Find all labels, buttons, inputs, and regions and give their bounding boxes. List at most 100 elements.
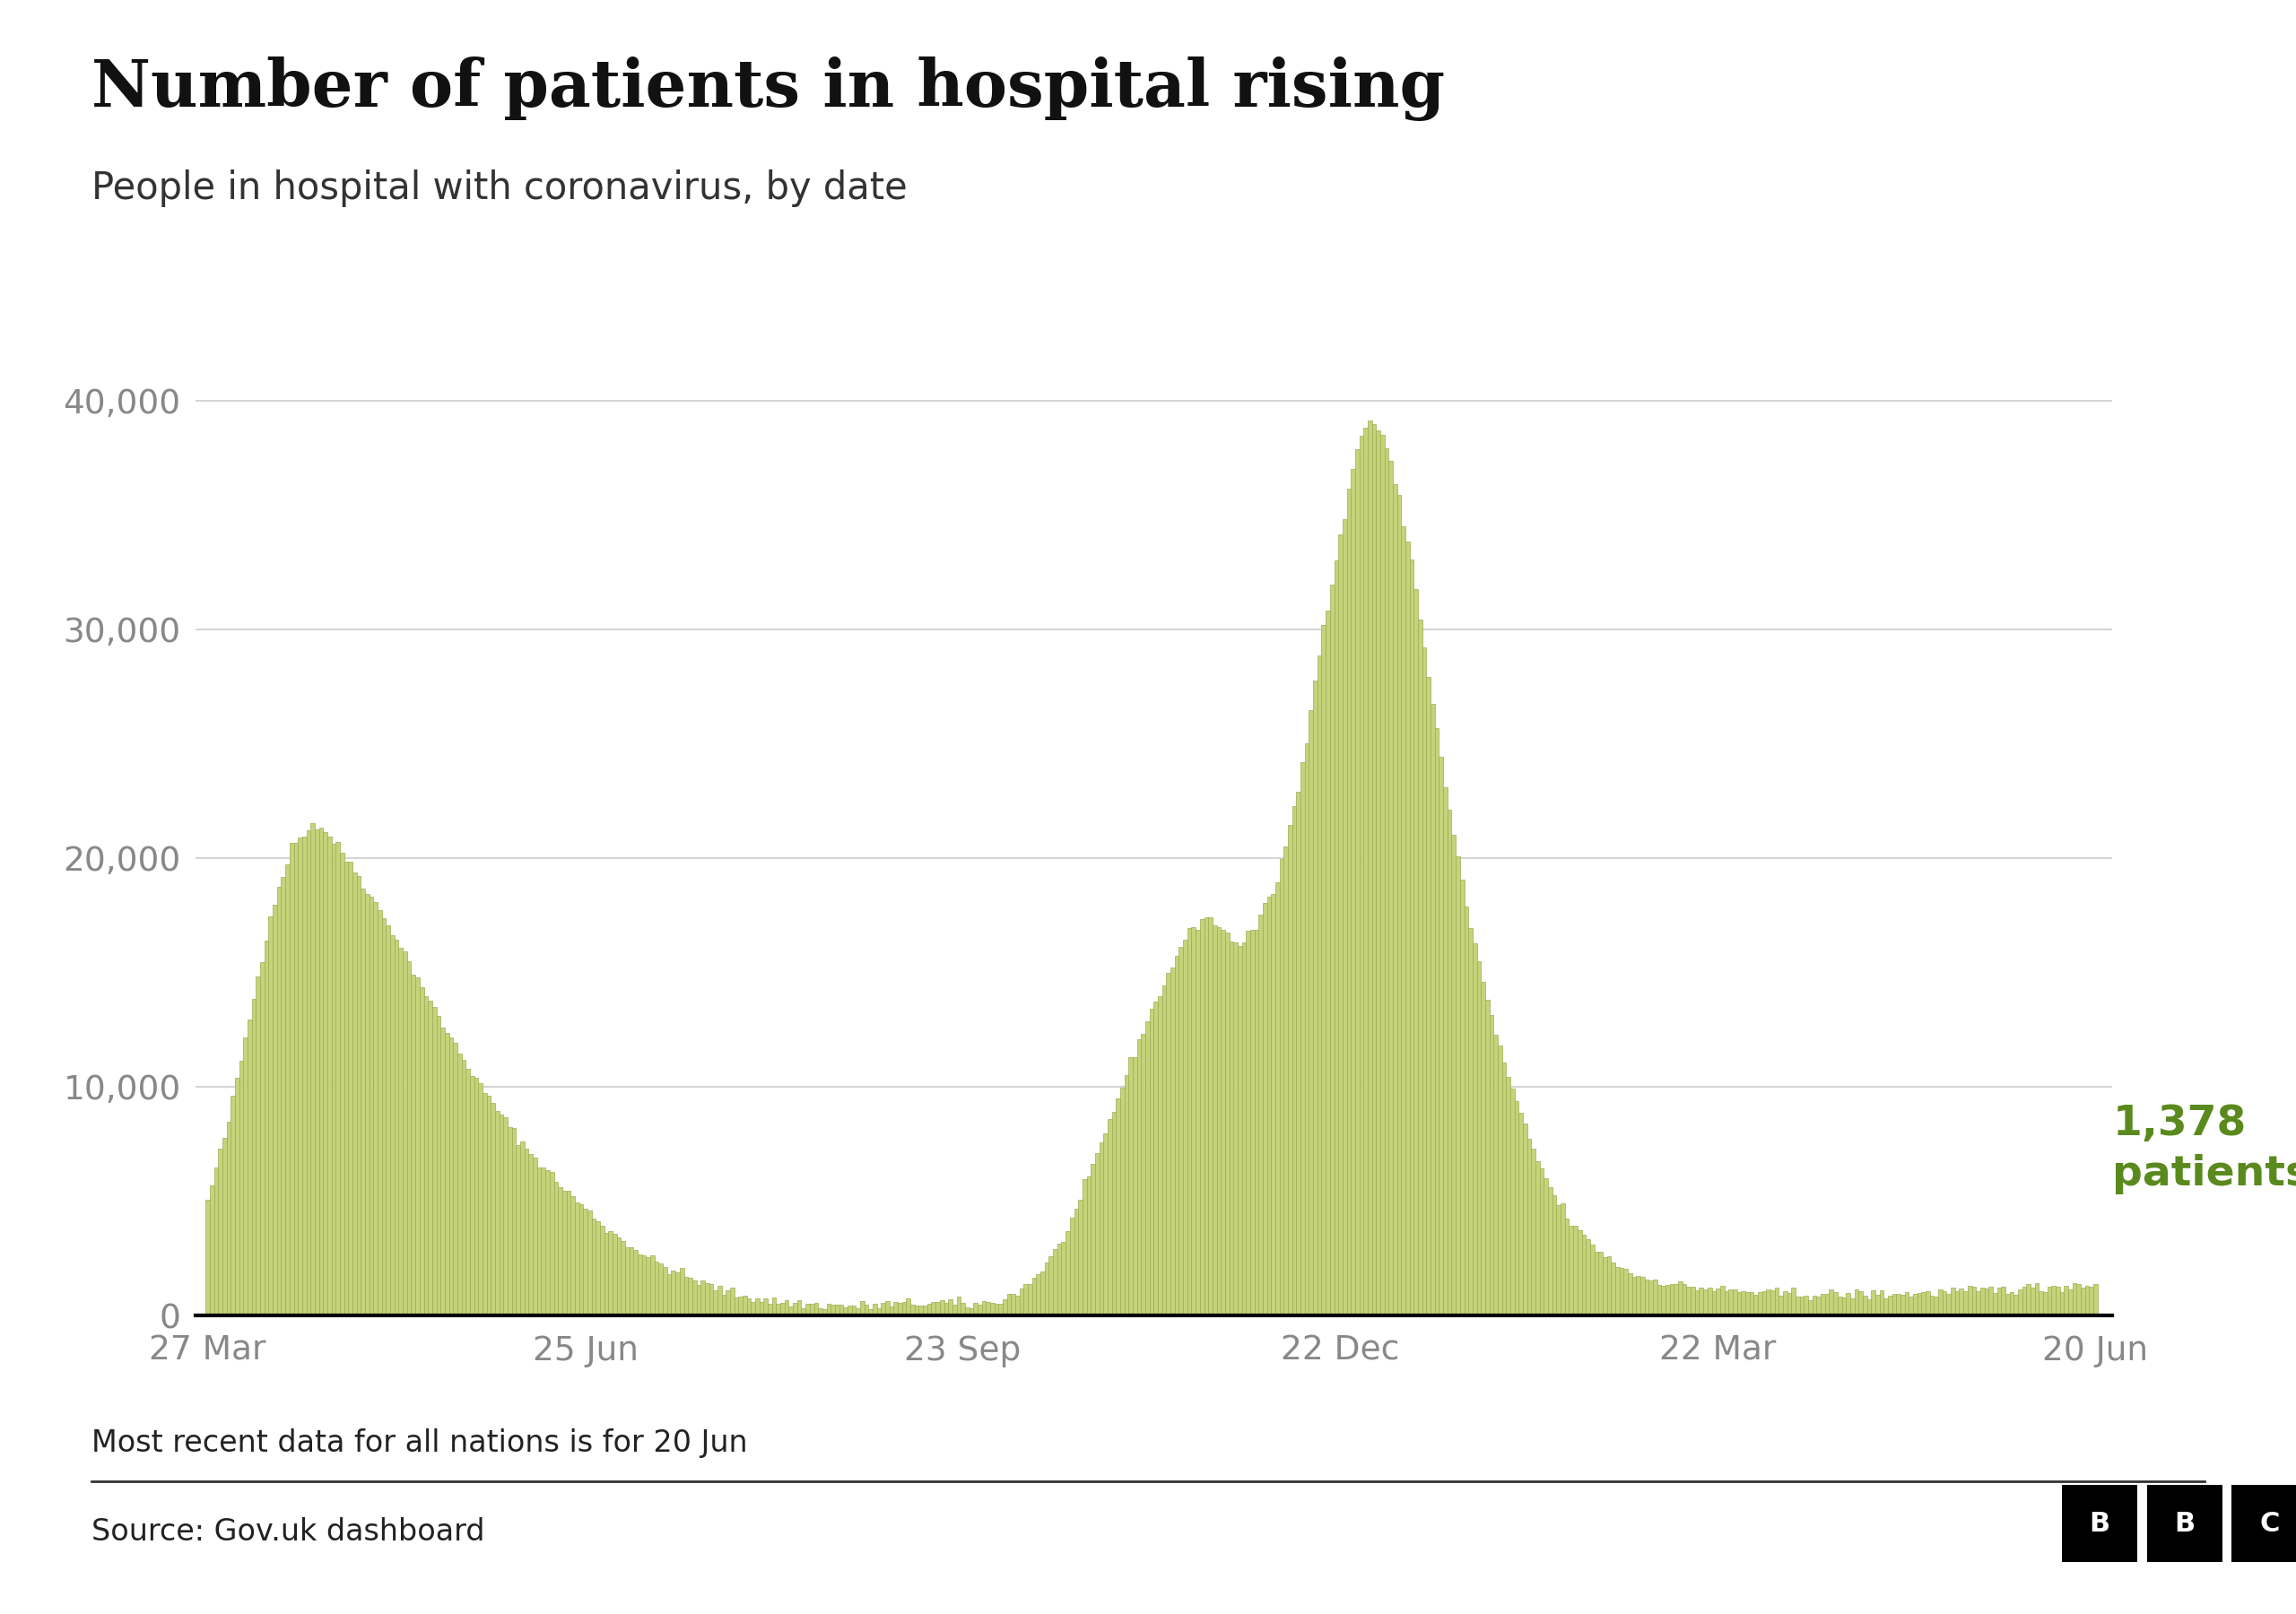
Bar [450,1038,452,1315]
Bar [2018,1290,2023,1315]
Bar [1506,1077,1511,1315]
Bar [638,1254,643,1315]
Bar [863,1304,868,1315]
Bar [1837,1296,1841,1315]
Bar [1515,1101,1518,1315]
Bar [861,1301,863,1315]
Bar [999,1304,1003,1315]
Bar [1612,1262,1614,1315]
Bar [1665,1285,1669,1315]
Bar [2060,1291,2064,1315]
Bar [1784,1291,1786,1315]
Bar [579,1204,583,1315]
Bar [960,1302,964,1315]
Bar [1968,1286,1972,1315]
Bar [1132,1057,1137,1315]
Bar [1972,1286,1977,1315]
Bar [1750,1291,1754,1315]
Bar [1350,470,1355,1315]
Bar [1880,1291,1883,1315]
Bar [381,918,386,1315]
Bar [1242,943,1247,1315]
Bar [1081,1180,1086,1315]
Bar [620,1241,625,1315]
Bar [1435,728,1440,1315]
Bar [331,844,335,1315]
Bar [420,988,425,1315]
Bar [1683,1283,1688,1315]
Bar [1511,1088,1515,1315]
Bar [1201,920,1203,1315]
Bar [1851,1298,1855,1315]
Bar [386,925,390,1315]
Bar [709,1285,714,1315]
Bar [1440,757,1444,1315]
Bar [2030,1288,2034,1315]
Bar [1614,1267,1619,1315]
Text: Source: Gov.uk dashboard: Source: Gov.uk dashboard [92,1517,484,1546]
Bar [1460,880,1465,1315]
Bar [1998,1288,2002,1315]
Bar [1795,1296,1800,1315]
Bar [1075,1209,1079,1315]
Bar [1674,1283,1678,1315]
Bar [1522,1123,1527,1315]
Bar [1527,1139,1531,1315]
Bar [1857,1291,1862,1315]
Bar [1481,981,1486,1315]
Bar [944,1302,948,1315]
Bar [1632,1277,1637,1315]
Bar [634,1251,638,1315]
Bar [760,1302,765,1315]
Bar [1548,1188,1552,1315]
Bar [1779,1296,1784,1315]
Bar [939,1301,944,1315]
Bar [305,830,310,1315]
Bar [1623,1269,1628,1315]
Bar [670,1270,675,1315]
Bar [629,1248,634,1315]
Bar [209,1185,214,1315]
Bar [680,1269,684,1315]
Bar [746,1298,751,1315]
Bar [487,1096,491,1315]
Bar [496,1112,498,1315]
Bar [563,1191,567,1315]
Bar [1070,1219,1075,1315]
Bar [1832,1293,1837,1315]
Bar [349,862,354,1315]
Bar [2048,1286,2053,1315]
Bar [1472,943,1476,1315]
Bar [964,1307,969,1315]
Bar [654,1262,659,1315]
Bar [1116,1099,1120,1315]
Bar [953,1304,957,1315]
Bar [517,1146,521,1315]
Bar [1952,1288,1954,1315]
Bar [1033,1278,1035,1315]
Bar [1254,930,1258,1315]
Bar [856,1309,861,1315]
Bar [232,1096,234,1315]
Bar [1469,928,1472,1315]
Bar [1279,859,1283,1315]
Bar [1577,1230,1582,1315]
Bar [675,1272,680,1315]
Bar [1812,1296,1816,1315]
Bar [2009,1293,2014,1315]
Bar [721,1294,726,1315]
Bar [1724,1291,1729,1315]
Bar [1942,1291,1947,1315]
Bar [2064,1286,2069,1315]
Bar [441,1028,445,1315]
Bar [2076,1285,2080,1315]
Bar [1389,462,1394,1315]
Bar [1125,1075,1130,1315]
Bar [771,1298,776,1315]
Bar [735,1298,739,1315]
Bar [886,1301,889,1315]
Bar [822,1309,827,1315]
Bar [907,1299,912,1315]
Bar [1883,1298,1887,1315]
Bar [1993,1293,1998,1315]
